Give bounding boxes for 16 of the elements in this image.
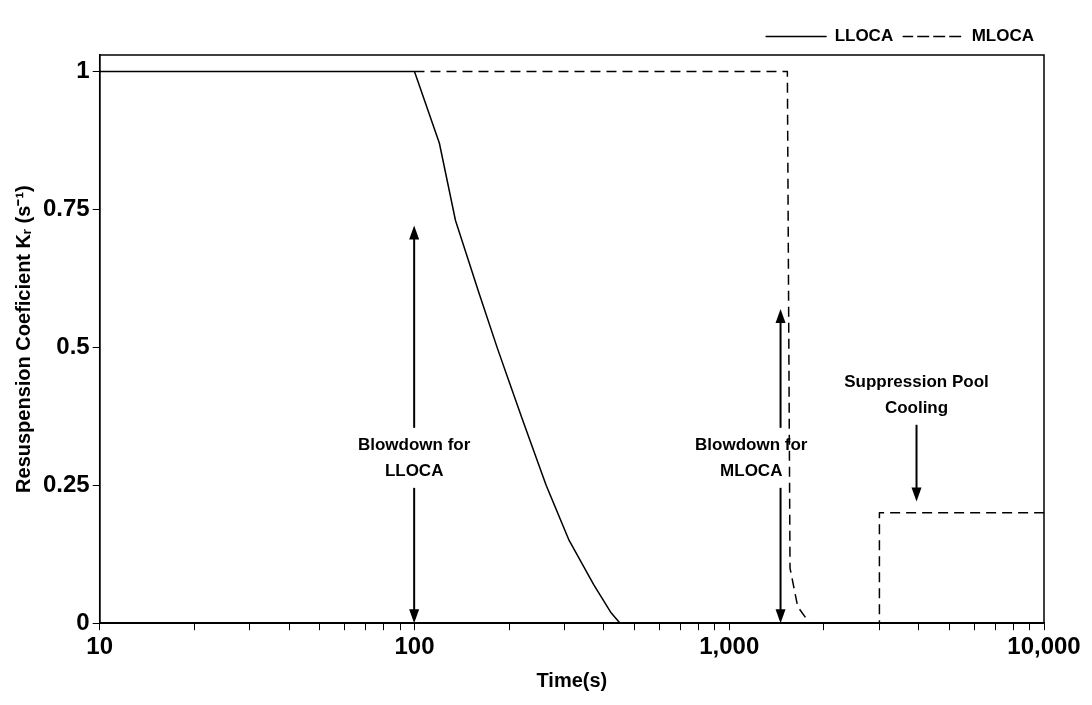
- x-tick-label: 10,000: [1007, 632, 1081, 660]
- x-tick-label: 100: [394, 632, 435, 660]
- x-tick-label: 10: [86, 632, 114, 660]
- y-tick-label: 0.75: [42, 194, 90, 222]
- annotation: Blowdown for MLOCA: [695, 433, 808, 482]
- y-tick-label: 0.25: [42, 469, 90, 497]
- legend-label: MLOCA: [971, 26, 1035, 46]
- legend-label: LLOCA: [834, 26, 894, 46]
- y-tick-label: 0.5: [56, 332, 90, 359]
- y-tick-label: 0: [76, 607, 90, 635]
- x-tick-label: 1,000: [699, 632, 760, 660]
- y-axis-title: Resuspension Coeficient Kᵣ (s⁻¹): [11, 185, 34, 493]
- annotation: Suppression Pool Cooling: [844, 370, 989, 419]
- annotation: Blowdown for LLOCA: [357, 433, 471, 482]
- y-tick-label: 1: [76, 56, 90, 84]
- x-axis-title: Time(s): [536, 668, 608, 691]
